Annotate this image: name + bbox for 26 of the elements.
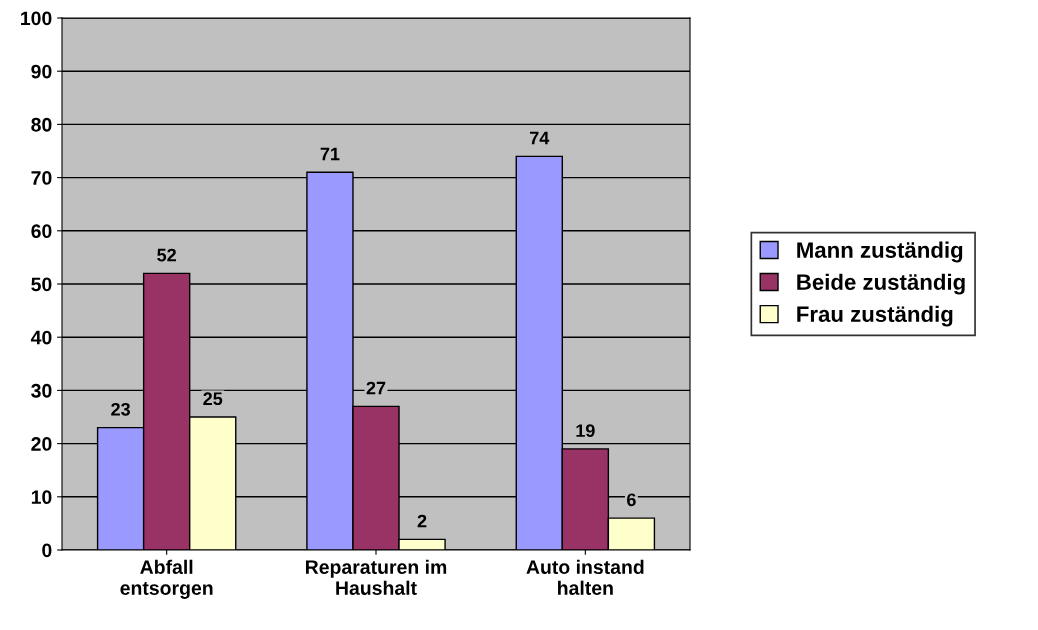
data-label: 23 (111, 402, 130, 416)
y-tick-label: 0 (42, 543, 52, 558)
legend-label: Mann zuständig (797, 241, 963, 263)
data-label: 74 (530, 131, 550, 145)
y-tick-label: 90 (31, 64, 52, 79)
legend-label: Beide zuständig (797, 273, 965, 295)
y-tick-label: 60 (31, 224, 52, 239)
x-tick-label: Reparaturen im Haushalt (305, 559, 447, 595)
y-tick-label: 10 (31, 490, 52, 505)
y-tick-label: 30 (31, 383, 52, 398)
y-tick-label: 80 (31, 117, 52, 132)
data-label: 52 (157, 248, 176, 262)
y-tick-label: 20 (31, 437, 52, 451)
data-label: 71 (320, 147, 340, 161)
x-tick-label: Abfall entsorgen (120, 559, 213, 599)
data-label: 19 (576, 424, 595, 438)
data-label: 27 (366, 381, 386, 395)
data-label: 2 (417, 514, 427, 528)
y-tick-label: 40 (30, 330, 52, 345)
legend-label: Frau zuständig (797, 305, 953, 327)
y-tick-label: 50 (31, 277, 52, 292)
data-label: 25 (203, 392, 223, 406)
y-tick-label: 100 (21, 11, 52, 26)
y-tick-label: 70 (31, 171, 52, 185)
x-tick-label: Auto instand halten (526, 559, 644, 595)
data-label: 6 (627, 493, 636, 507)
